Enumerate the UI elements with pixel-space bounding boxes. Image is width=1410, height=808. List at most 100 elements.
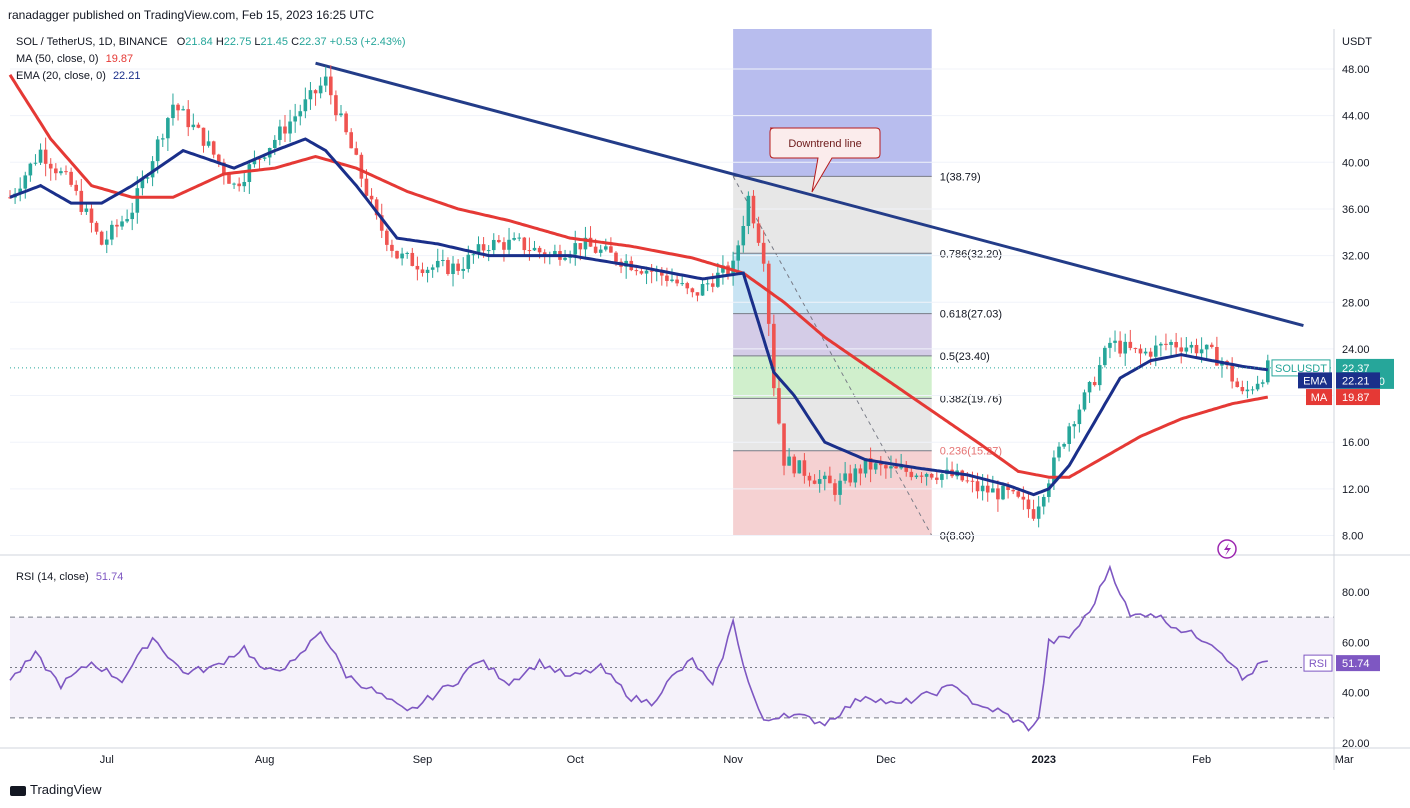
candle-body xyxy=(181,109,185,111)
rsi-pane xyxy=(9,564,1334,732)
candle-body xyxy=(507,239,511,250)
candle-body xyxy=(446,259,450,275)
candle-body xyxy=(435,260,440,268)
candle-body xyxy=(751,195,756,224)
price-tick-label: 8.00 xyxy=(1342,531,1363,543)
rsi-tick-label: 20.00 xyxy=(1342,738,1370,750)
candle-body xyxy=(59,171,63,174)
candle-body xyxy=(970,480,975,482)
candle-body xyxy=(18,188,22,194)
candle-body xyxy=(1174,341,1178,348)
candle-body xyxy=(1184,347,1189,352)
candle-body xyxy=(497,239,501,243)
candle-body xyxy=(873,463,878,470)
candle-body xyxy=(991,488,995,493)
fib-zone-2 xyxy=(733,253,932,314)
candle-body xyxy=(28,163,33,176)
candle-body xyxy=(649,270,654,272)
candle-body xyxy=(1052,457,1056,484)
time-tick-label: Oct xyxy=(567,754,584,766)
candle-body xyxy=(196,124,201,128)
candle-body xyxy=(797,460,802,474)
candle-body xyxy=(741,225,746,246)
candle-body xyxy=(430,267,435,270)
ma-value-label: 19.87 xyxy=(1342,392,1370,404)
candle-body xyxy=(313,90,318,94)
candle-body xyxy=(1016,491,1021,497)
candle-body xyxy=(604,246,608,250)
candle-body xyxy=(766,263,771,324)
rsi-line xyxy=(9,564,1268,732)
candle-body xyxy=(252,158,257,165)
candle-body xyxy=(812,480,817,484)
candle-body xyxy=(1092,382,1097,386)
candle-body xyxy=(1169,341,1173,345)
candle-body xyxy=(288,121,292,134)
fib-zone-1 xyxy=(733,176,932,254)
candle-body xyxy=(894,466,898,469)
candle-body xyxy=(670,279,674,281)
ema-legend[interactable]: EMA (20, close, 0) 22.21 xyxy=(16,70,140,82)
candle-body xyxy=(1031,509,1036,519)
candle-body xyxy=(191,124,196,128)
candle-body xyxy=(675,279,679,284)
fib-level-label: 1(38.79) xyxy=(940,171,981,183)
candle-body xyxy=(481,244,486,251)
candle-body xyxy=(84,208,89,212)
annotation-text: Downtrend line xyxy=(788,138,861,150)
fib-level-label: 0.382(19.76) xyxy=(940,393,1002,405)
candle-body xyxy=(822,475,827,480)
price-axis-unit: USDT xyxy=(1342,36,1372,48)
candle-body xyxy=(985,485,990,493)
candle-body xyxy=(120,221,124,227)
symbol-legend[interactable]: SOL / TetherUS, 1D, BINANCE O21.84 H22.7… xyxy=(16,36,406,48)
price-tick-label: 28.00 xyxy=(1342,297,1370,309)
candle-body xyxy=(868,458,873,470)
candle-body xyxy=(1077,409,1082,425)
candle-body xyxy=(1138,348,1143,354)
ma-tag xyxy=(1306,389,1332,406)
ema-legend-value: 22.21 xyxy=(112,70,141,82)
ma-legend[interactable]: MA (50, close, 0) 19.87 xyxy=(16,53,133,65)
price-tick-label: 32.00 xyxy=(1342,251,1370,263)
candle-body xyxy=(64,171,68,173)
price-tick-label: 12.00 xyxy=(1342,484,1370,496)
candle-body xyxy=(731,260,735,275)
tradingview-logo-icon xyxy=(10,785,26,796)
ohlc-high: H22.75 xyxy=(215,36,252,48)
ema-tag xyxy=(1298,372,1332,389)
candle-body xyxy=(1179,347,1184,352)
candle-body xyxy=(115,224,119,227)
candle-body xyxy=(1143,351,1148,354)
candle-body xyxy=(512,237,516,240)
candle-body xyxy=(339,113,343,116)
candle-body xyxy=(222,162,226,175)
candle-body xyxy=(451,263,455,275)
rsi-legend[interactable]: RSI (14, close) 51.74 xyxy=(16,571,123,583)
candle-body xyxy=(502,242,506,250)
candle-body xyxy=(23,175,28,189)
price-badge-value: 22.37 xyxy=(1342,363,1370,375)
footer-brand[interactable]: TradingView xyxy=(10,782,102,797)
candle-body xyxy=(537,247,542,253)
candle-body xyxy=(89,208,94,223)
candle-body xyxy=(329,76,333,96)
candle-body xyxy=(33,162,38,164)
candle-body xyxy=(1133,347,1138,349)
candle-body xyxy=(1123,341,1128,354)
candle-body xyxy=(1082,392,1087,410)
candle-body xyxy=(425,269,430,274)
symbol-title[interactable]: SOL / TetherUS, 1D, BINANCE xyxy=(16,36,168,48)
indicator-lines xyxy=(8,74,1334,497)
time-tick-label: Sep xyxy=(413,754,433,766)
candle-body xyxy=(1215,346,1219,366)
annotation-layer: Downtrend line xyxy=(769,127,1237,559)
candle-body xyxy=(517,237,522,239)
candle-body xyxy=(54,168,58,174)
candle-body xyxy=(79,190,84,212)
candle-body xyxy=(283,126,287,134)
price-tick-label: 16.00 xyxy=(1342,437,1370,449)
candle-body xyxy=(593,246,598,253)
candle-body xyxy=(817,479,822,484)
